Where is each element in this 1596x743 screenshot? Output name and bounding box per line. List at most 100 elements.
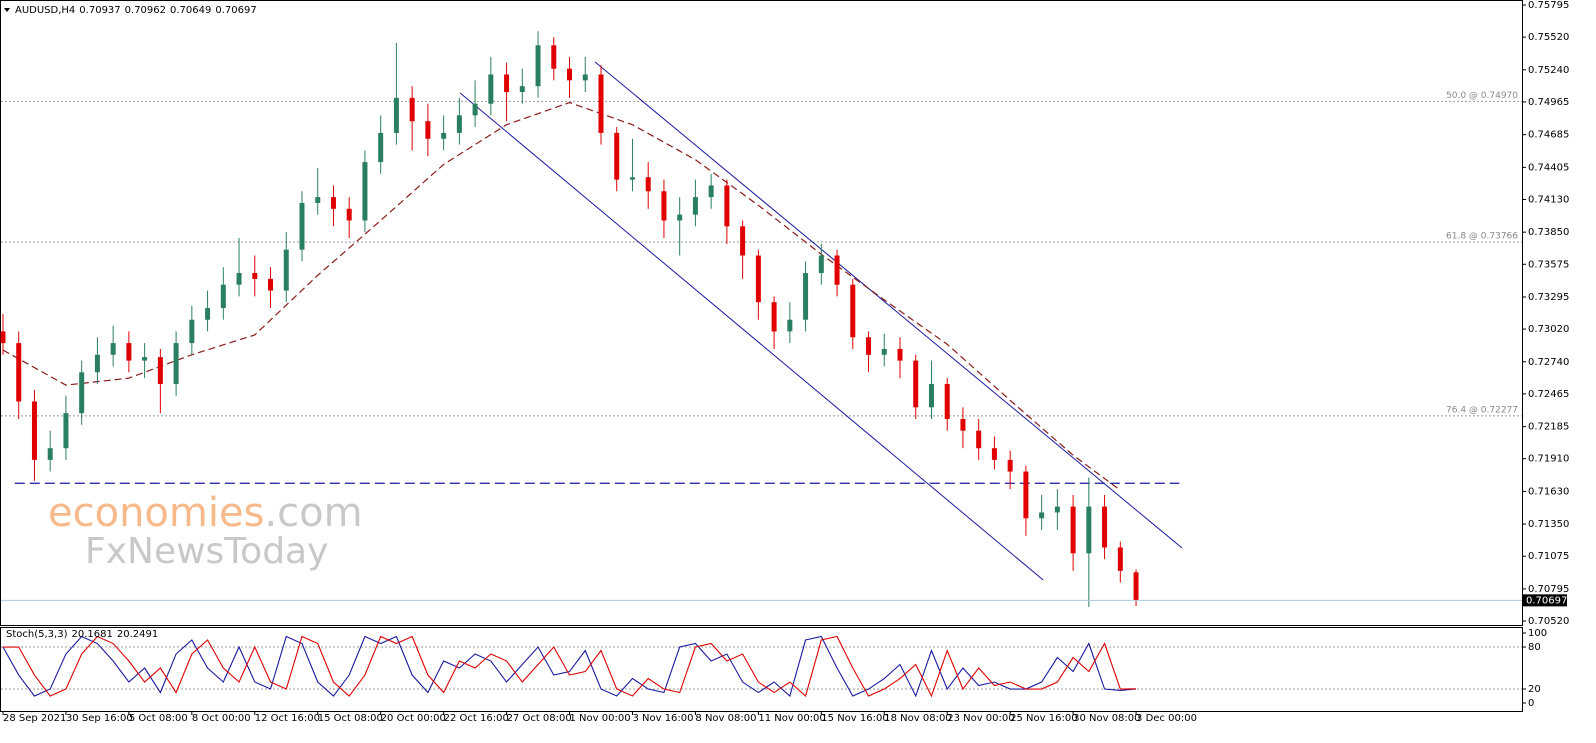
stoch-line — [2, 635, 1137, 698]
candle-body — [1039, 512, 1045, 519]
candle-body — [47, 448, 53, 460]
x-tick-label: 15 Oct 08:00 — [318, 713, 383, 724]
candle-body — [456, 115, 462, 133]
watermark-domain: .com — [264, 490, 362, 536]
symbol-title: AUDUSD,H4 — [15, 5, 75, 16]
candle-body — [110, 343, 116, 355]
y-tick-label: 0.74685 — [1528, 130, 1569, 141]
candle-body — [755, 255, 761, 303]
candle-body — [960, 419, 966, 431]
x-tick-label: 15 Nov 16:00 — [821, 713, 888, 724]
candle-body — [315, 197, 321, 203]
y-tick-label: 0.75795 — [1528, 0, 1569, 11]
y-tick-label: 0.72185 — [1528, 422, 1569, 433]
candle-body — [645, 177, 651, 192]
candle-body — [551, 45, 557, 69]
candle-body — [79, 372, 85, 414]
candle-body — [740, 226, 746, 256]
candle-body — [598, 74, 604, 133]
y-tick-label: 0.71910 — [1528, 454, 1569, 465]
stoch-panel — [0, 627, 1523, 712]
price-panel — [0, 0, 1523, 626]
stoch-y-tick-label: 100 — [1528, 628, 1547, 639]
candle-body — [1054, 506, 1060, 513]
candle-body — [63, 413, 69, 449]
candle-body — [205, 308, 211, 320]
x-tick-label: 18 Nov 08:00 — [884, 713, 951, 724]
x-tick-label: 27 Oct 08:00 — [507, 713, 572, 724]
y-tick-label: 0.71630 — [1528, 486, 1569, 497]
candle-body — [220, 284, 226, 309]
candle-body — [283, 249, 289, 291]
candle-body — [173, 343, 179, 384]
y-tick-label: 0.71350 — [1528, 519, 1569, 530]
candle-body — [252, 273, 258, 279]
channel-line — [459, 92, 1044, 581]
fib-label: 50.0 @ 0.74970 — [1446, 91, 1518, 101]
candle-body — [330, 197, 336, 209]
candle-body — [629, 177, 635, 180]
candle-body — [299, 202, 305, 250]
y-tick-label: 0.74130 — [1528, 194, 1569, 205]
x-tick-label: 28 Sep 2021 — [3, 713, 66, 724]
candle-body — [834, 255, 840, 285]
candle-body — [1117, 547, 1123, 571]
candle-body — [708, 185, 714, 198]
candle-body — [409, 97, 415, 122]
menu-arrow[interactable] — [4, 8, 10, 12]
header-high: 0.70962 — [125, 5, 166, 16]
y-tick-label: 0.75240 — [1528, 65, 1569, 76]
x-tick-label: 25 Nov 16:00 — [1010, 713, 1077, 724]
y-tick-label: 0.75520 — [1528, 32, 1569, 43]
candle-body — [944, 383, 950, 420]
candle-body — [94, 354, 100, 373]
y-tick-label: 0.73020 — [1528, 324, 1569, 335]
stoch-value: 20.2491 — [117, 629, 158, 640]
y-tick-label: 0.71075 — [1528, 551, 1569, 562]
x-tick-label: 30 Sep 16:00 — [66, 713, 133, 724]
candle-body — [362, 162, 368, 221]
candle-body — [881, 348, 887, 355]
y-tick-label: 0.70520 — [1528, 616, 1569, 627]
candle-body — [157, 357, 163, 384]
candle-body — [425, 121, 431, 139]
candle-body — [850, 284, 856, 338]
stoch-y-tick-label: 80 — [1528, 642, 1541, 653]
x-tick-label: 5 Oct 08:00 — [129, 713, 188, 724]
candle-body — [142, 357, 148, 361]
channel-line — [594, 61, 1183, 549]
candle-body — [803, 273, 809, 320]
candle-body — [614, 132, 620, 180]
x-tick-label: 12 Oct 16:00 — [255, 713, 320, 724]
stoch-y-tick-label: 20 — [1528, 684, 1541, 695]
watermark-brand: economies — [48, 490, 264, 536]
x-tick-label: 1 Nov 00:00 — [570, 713, 631, 724]
candle-body — [31, 401, 37, 460]
candle-body — [126, 343, 132, 361]
watermark: economies.com — [48, 490, 363, 536]
x-tick-label: 3 Dec 00:00 — [1136, 713, 1197, 724]
x-tick-label: 3 Nov 16:00 — [632, 713, 693, 724]
candle-body — [378, 132, 384, 163]
candle-body — [692, 197, 698, 215]
stoch-value: 20.1681 — [71, 629, 112, 640]
candle-body — [976, 430, 982, 449]
y-tick-label: 0.74965 — [1528, 97, 1569, 108]
candle-body — [1070, 506, 1076, 554]
candle-body — [0, 331, 6, 344]
candle-body — [535, 45, 541, 87]
moving-average — [2, 101, 1121, 491]
stoch-y-tick-label: 0 — [1528, 698, 1534, 709]
candle-body — [1102, 506, 1108, 548]
candle-body — [724, 185, 730, 227]
fib-label: 61.8 @ 0.73766 — [1446, 231, 1518, 241]
x-tick-label: 8 Oct 00:00 — [192, 713, 251, 724]
candle-body — [504, 74, 510, 93]
fib-label: 76.4 @ 0.72277 — [1446, 405, 1518, 415]
header-low: 0.70649 — [170, 5, 211, 16]
candle-body — [16, 343, 22, 402]
candle-body — [928, 383, 934, 408]
x-tick-label: 8 Nov 08:00 — [695, 713, 756, 724]
chart-header: AUDUSD,H4 0.70937 0.70962 0.70649 0.70697 — [15, 5, 257, 16]
